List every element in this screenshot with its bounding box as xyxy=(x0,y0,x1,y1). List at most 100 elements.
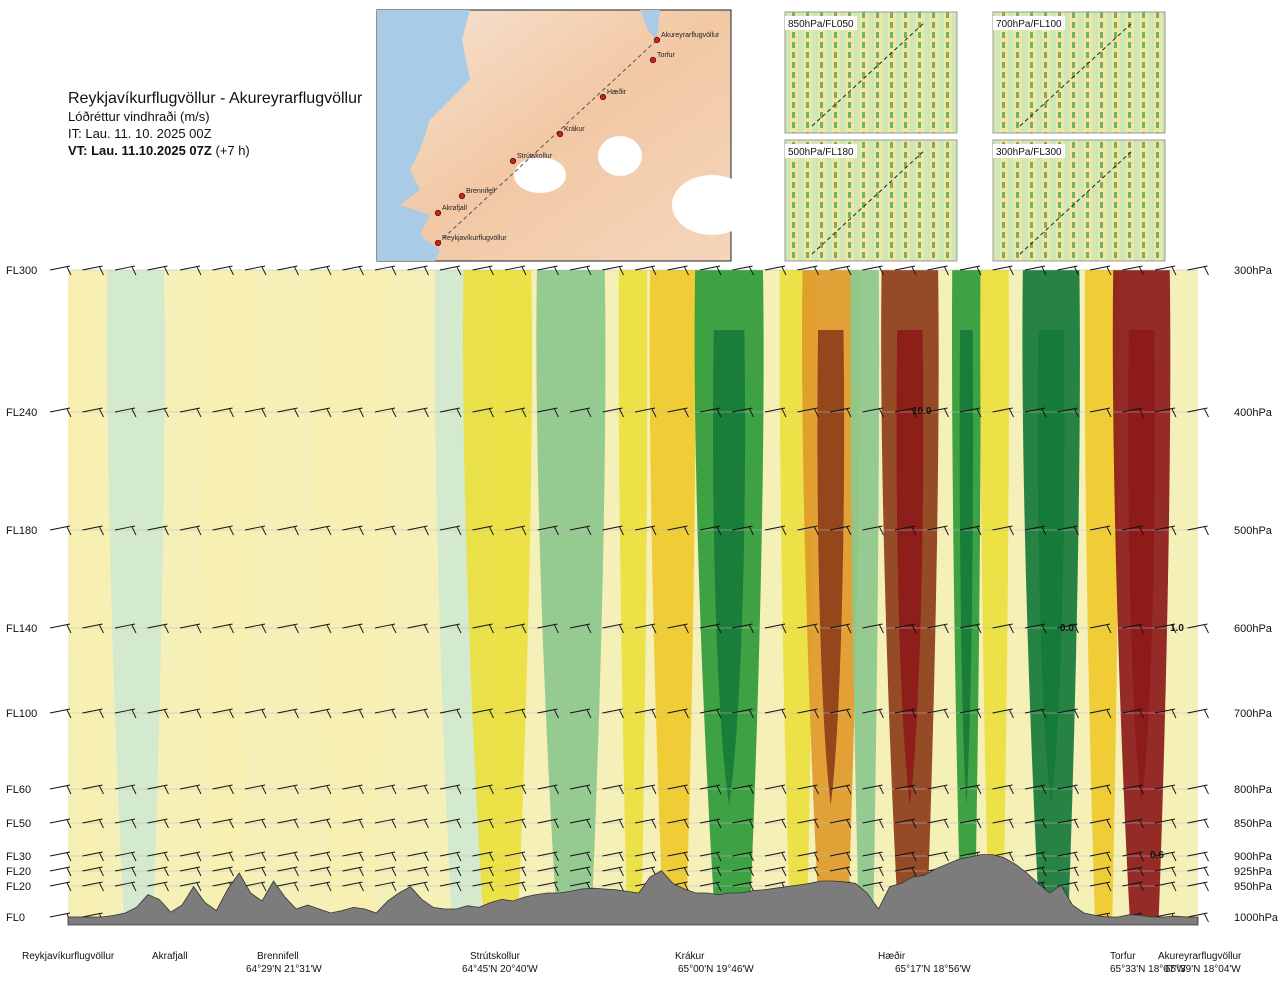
wind-barb xyxy=(196,785,202,795)
wind-barb xyxy=(114,866,136,872)
wind-barb xyxy=(82,407,103,413)
wind-barb xyxy=(651,852,657,862)
wind-barb xyxy=(862,623,883,629)
wind-barb xyxy=(277,623,298,629)
wind-barb xyxy=(781,709,787,719)
wind-barb xyxy=(456,867,462,877)
wind-barb xyxy=(537,708,558,714)
wind-barb xyxy=(586,624,592,634)
wind-barb xyxy=(732,866,753,872)
wind-barb xyxy=(651,266,657,276)
wind-barb xyxy=(1074,526,1079,536)
wind-barb xyxy=(49,407,71,413)
wind-barb xyxy=(537,265,558,271)
wind-barb xyxy=(504,784,526,790)
wind-barb xyxy=(424,882,429,892)
wind-barb xyxy=(66,882,72,892)
wind-barb xyxy=(554,852,559,862)
map-waypoint-dot xyxy=(509,157,517,165)
wind-barb xyxy=(164,852,169,862)
wind-barb xyxy=(82,784,103,790)
wind-barb xyxy=(1041,266,1047,276)
wind-barb xyxy=(716,867,722,877)
wind-barb xyxy=(359,408,364,418)
wind-barb xyxy=(894,407,916,413)
wind-barb xyxy=(82,881,103,887)
wind-barb xyxy=(504,623,526,629)
wind-barb xyxy=(1122,708,1143,714)
wind-barb xyxy=(277,784,298,790)
wind-barb xyxy=(229,408,234,418)
wind-barb xyxy=(212,866,233,872)
wind-barb xyxy=(602,881,623,887)
wind-barb xyxy=(114,851,136,857)
wind-barb xyxy=(1154,407,1176,413)
wind-barb xyxy=(326,882,332,892)
wind-barb xyxy=(49,912,71,918)
wind-barb xyxy=(407,265,428,271)
map-waypoint-label: Krákur xyxy=(564,126,585,133)
wind-barb xyxy=(261,624,267,634)
wind-barb xyxy=(1106,785,1112,795)
wind-barb xyxy=(391,867,397,877)
wind-barb xyxy=(1089,851,1111,857)
wind-barb xyxy=(277,866,298,872)
wind-barb xyxy=(439,407,461,413)
wind-barb xyxy=(1139,785,1144,795)
wind-barb xyxy=(814,852,819,862)
wind-barb xyxy=(359,624,364,634)
wind-barb xyxy=(1057,784,1078,790)
waypoint-name: Reykjavíkurflugvöllur xyxy=(22,951,115,962)
wind-barb xyxy=(732,525,753,531)
wind-barb xyxy=(1204,882,1209,892)
wind-barb xyxy=(749,882,754,892)
wind-barb xyxy=(66,526,72,536)
wind-barb xyxy=(359,785,364,795)
wind-barb xyxy=(569,784,591,790)
wind-barb xyxy=(667,708,688,714)
wind-barb xyxy=(504,851,526,857)
wind-barb xyxy=(196,852,202,862)
wind-barb xyxy=(959,407,981,413)
wind-barb xyxy=(99,266,104,276)
wind-barb xyxy=(1139,526,1144,536)
wind-barb xyxy=(1057,525,1078,531)
wind-barb xyxy=(586,785,592,795)
wind-barb xyxy=(537,818,558,824)
wind-barb xyxy=(1122,265,1143,271)
wind-barb xyxy=(309,525,331,531)
wind-barb xyxy=(131,408,137,418)
wind-barb xyxy=(374,265,396,271)
wind-barb xyxy=(164,882,169,892)
wind-barb xyxy=(1057,708,1078,714)
wind-barb xyxy=(684,709,689,719)
inset-route xyxy=(1019,149,1134,255)
band-core-mark xyxy=(959,330,974,805)
wind-barb xyxy=(1187,265,1208,271)
flight-level-label: FL140 xyxy=(6,623,37,635)
wind-barb xyxy=(894,708,916,714)
valid-time-line: VT: Lau. 11.10.2025 07Z (+7 h) xyxy=(68,142,378,159)
wind-barb xyxy=(684,785,689,795)
wind-barb xyxy=(651,819,657,829)
wind-barb xyxy=(439,265,461,271)
wind-barb xyxy=(797,708,818,714)
wind-barb xyxy=(927,525,948,531)
wind-barb xyxy=(537,866,558,872)
wind-barb xyxy=(472,525,493,531)
wind-barb xyxy=(504,866,526,872)
wind-barb xyxy=(49,265,71,271)
wind-barb xyxy=(1171,819,1177,829)
map-waypoint-dot xyxy=(599,93,607,101)
band-mark xyxy=(850,270,880,925)
wind-barb xyxy=(959,784,981,790)
wind-barb xyxy=(927,851,948,857)
wind-barb xyxy=(164,266,169,276)
wind-barb xyxy=(1089,866,1111,872)
wind-barb xyxy=(391,624,397,634)
waypoint-name: Strútskollur xyxy=(470,951,521,962)
pressure-level-label: 400hPa xyxy=(1234,407,1273,419)
wind-barb xyxy=(66,266,72,276)
inset-label: 850hPa/FL050 xyxy=(788,19,854,30)
wind-barb xyxy=(684,867,689,877)
